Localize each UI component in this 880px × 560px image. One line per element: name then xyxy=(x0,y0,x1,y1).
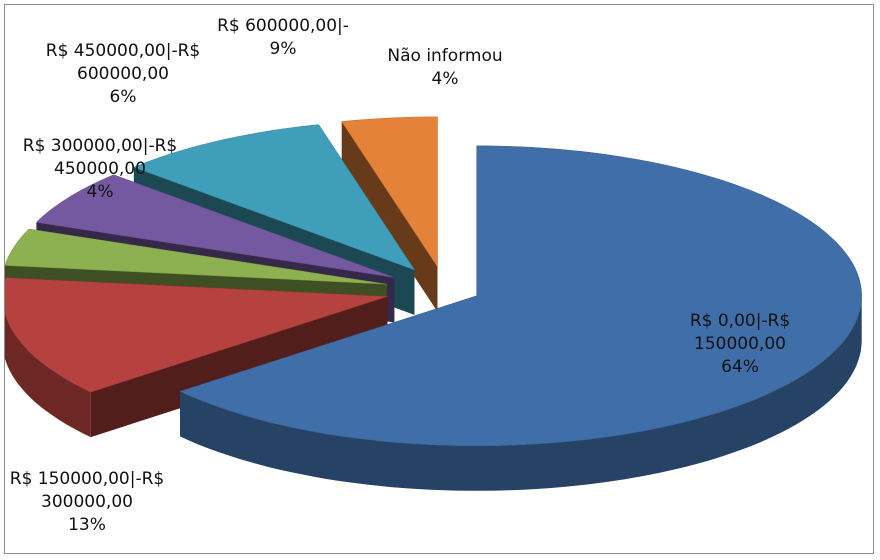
label-value: 4% xyxy=(431,69,459,89)
data-label: R$ 150000,00|-R$ 300000,00 13% xyxy=(2,468,172,537)
label-value: 64% xyxy=(721,357,759,377)
chart-frame: R$ 0,00|-R$ 150000,00 64% R$ 150000,00|-R$… xyxy=(4,4,874,554)
label-value: 13% xyxy=(68,515,106,535)
label-category: R$ 300000,00|-R$ 450000,00 xyxy=(22,136,178,179)
label-category: R$ 0,00|-R$ 150000,00 xyxy=(689,311,791,354)
slice-side xyxy=(341,121,438,312)
slice-wall xyxy=(180,295,862,491)
slice xyxy=(133,124,416,271)
label-value: 9% xyxy=(269,39,297,59)
label-value: 6% xyxy=(109,87,137,107)
data-label: Não informou 4% xyxy=(370,45,520,91)
slice-wall xyxy=(5,313,91,438)
label-category: R$ 450000,00|-R$ 600000,00 xyxy=(45,41,201,84)
slice xyxy=(5,277,388,393)
label-value: 4% xyxy=(86,182,114,202)
data-label: R$ 300000,00|-R$ 450000,00 4% xyxy=(15,135,185,204)
data-label: R$ 0,00|-R$ 150000,00 64% xyxy=(670,310,810,379)
label-category: R$ 600000,00|- xyxy=(217,16,349,36)
slice xyxy=(5,228,387,285)
slice xyxy=(35,174,395,278)
slice xyxy=(341,116,438,268)
data-label: R$ 450000,00|-R$ 600000,00 6% xyxy=(38,40,208,109)
label-category: Não informou xyxy=(387,46,503,66)
label-category: R$ 150000,00|-R$ 300000,00 xyxy=(9,469,165,512)
data-label: R$ 600000,00|- 9% xyxy=(198,15,368,61)
chart xyxy=(5,116,862,491)
slice xyxy=(179,145,862,447)
